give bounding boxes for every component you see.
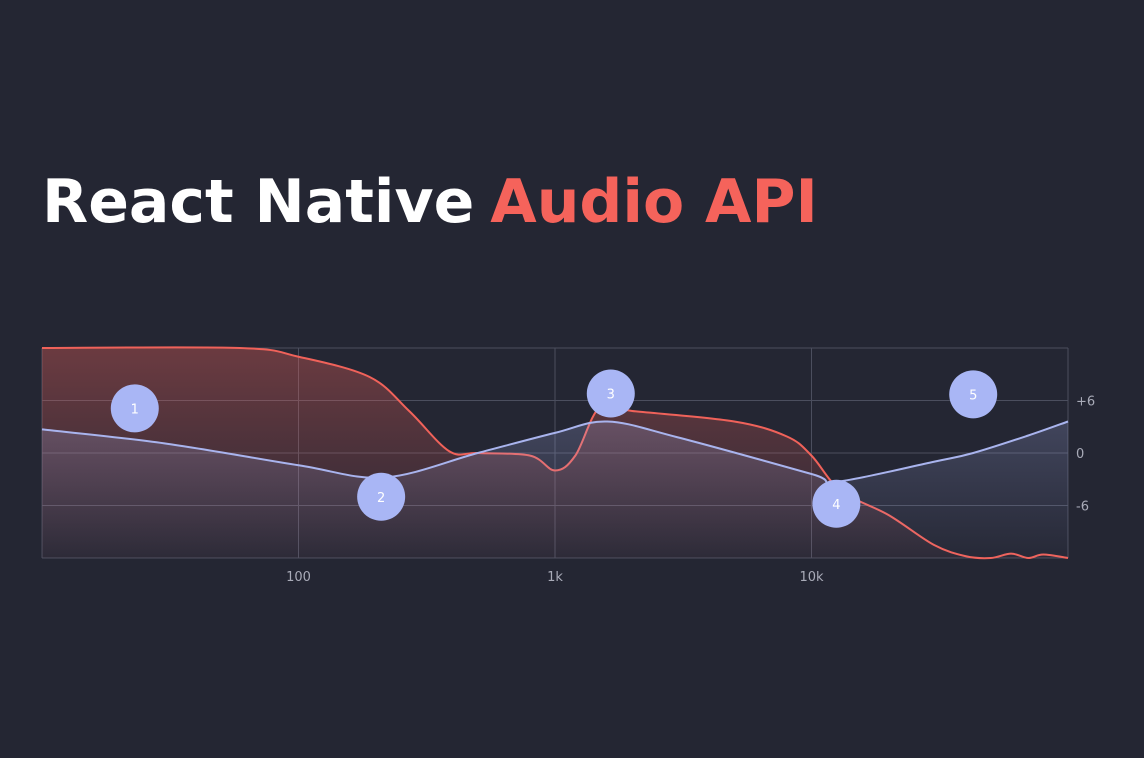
y-tick-label: +6 xyxy=(1076,395,1095,410)
chart-title: React Native Audio API xyxy=(42,167,818,237)
series-line xyxy=(41,420,1069,484)
title-highlight: Audio API xyxy=(490,167,818,237)
eq-node-label: 1 xyxy=(131,402,139,417)
eq-node-label: 5 xyxy=(969,388,977,403)
eq-node-label: 3 xyxy=(607,388,615,403)
y-tick-label: 0 xyxy=(1076,447,1084,462)
x-tick-label: 10k xyxy=(799,570,824,585)
title-text: React Native xyxy=(42,167,474,237)
eq-node-label: 4 xyxy=(832,498,840,513)
eq-node-label: 2 xyxy=(377,491,385,506)
eq-node xyxy=(357,472,406,521)
eq-node xyxy=(812,479,861,528)
eq-node xyxy=(110,384,159,433)
eq-node xyxy=(586,369,635,418)
y-tick-label: -6 xyxy=(1076,500,1089,515)
eq-node xyxy=(949,370,998,419)
series-line xyxy=(41,346,1069,560)
series-area xyxy=(42,421,1068,558)
x-tick-label: 100 xyxy=(286,570,311,585)
x-tick-label: 1k xyxy=(547,570,563,585)
